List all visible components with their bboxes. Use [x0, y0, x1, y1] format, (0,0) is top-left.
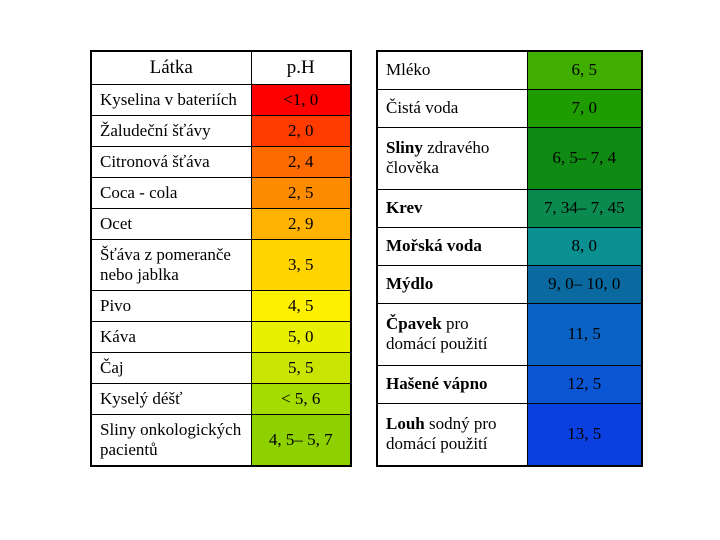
substance-cell: Mořská voda	[377, 227, 527, 265]
table-row: Káva5, 0	[91, 322, 351, 353]
table-row: Mýdlo9, 0– 10, 0	[377, 265, 642, 303]
ph-cell: 13, 5	[527, 403, 642, 466]
ph-cell: 7, 0	[527, 89, 642, 127]
table-row: Kyselina v bateriích<1, 0	[91, 85, 351, 116]
substance-cell: Citronová šťáva	[91, 147, 251, 178]
substance-cell: Čaj	[91, 353, 251, 384]
table-row: Žaludeční šťávy2, 0	[91, 116, 351, 147]
substance-cell: Sliny zdravého člověka	[377, 127, 527, 189]
ph-cell: 4, 5	[251, 291, 351, 322]
table-row: Mléko6, 5	[377, 51, 642, 89]
table-row: Čpavek pro domácí použití11, 5	[377, 303, 642, 365]
table-row: Pivo4, 5	[91, 291, 351, 322]
table-row: Hašené vápno12, 5	[377, 365, 642, 403]
substance-cell: Kyselina v bateriích	[91, 85, 251, 116]
table-row: Kyselý déšť< 5, 6	[91, 384, 351, 415]
substance-cell: Coca - cola	[91, 178, 251, 209]
ph-cell: 9, 0– 10, 0	[527, 265, 642, 303]
ph-cell: < 5, 6	[251, 384, 351, 415]
table-row: Citronová šťáva2, 4	[91, 147, 351, 178]
substance-cell: Čpavek pro domácí použití	[377, 303, 527, 365]
table-row: Šťáva z pomeranče nebo jablka3, 5	[91, 240, 351, 291]
substance-cell: Louh sodný pro domácí použití	[377, 403, 527, 466]
ph-cell: 2, 9	[251, 209, 351, 240]
ph-cell: 11, 5	[527, 303, 642, 365]
table-row: Čaj5, 5	[91, 353, 351, 384]
substance-cell: Kyselý déšť	[91, 384, 251, 415]
substance-cell: Káva	[91, 322, 251, 353]
header-ph: p.H	[251, 51, 351, 85]
table-row: Krev7, 34– 7, 45	[377, 190, 642, 228]
table-row: Mořská voda8, 0	[377, 227, 642, 265]
ph-acidic-table: Látkap.HKyselina v bateriích<1, 0Žaludeč…	[90, 50, 352, 467]
table-row: Sliny onkologických pacientů4, 5– 5, 7	[91, 415, 351, 467]
ph-cell: 8, 0	[527, 227, 642, 265]
ph-cell: 2, 0	[251, 116, 351, 147]
ph-cell: 3, 5	[251, 240, 351, 291]
substance-cell: Pivo	[91, 291, 251, 322]
ph-cell: 12, 5	[527, 365, 642, 403]
ph-cell: 2, 5	[251, 178, 351, 209]
ph-cell: 6, 5	[527, 51, 642, 89]
table-row: Coca - cola2, 5	[91, 178, 351, 209]
ph-cell: 2, 4	[251, 147, 351, 178]
table-row: Ocet2, 9	[91, 209, 351, 240]
ph-basic-table: Mléko6, 5Čistá voda7, 0Sliny zdravého čl…	[376, 50, 643, 467]
substance-cell: Žaludeční šťávy	[91, 116, 251, 147]
table-row: Čistá voda7, 0	[377, 89, 642, 127]
substance-cell: Mléko	[377, 51, 527, 89]
substance-cell: Krev	[377, 190, 527, 228]
table-row: Sliny zdravého člověka6, 5– 7, 4	[377, 127, 642, 189]
header-substance: Látka	[91, 51, 251, 85]
substance-cell: Čistá voda	[377, 89, 527, 127]
ph-cell: 5, 5	[251, 353, 351, 384]
ph-cell: <1, 0	[251, 85, 351, 116]
substance-cell: Sliny onkologických pacientů	[91, 415, 251, 467]
ph-cell: 6, 5– 7, 4	[527, 127, 642, 189]
substance-cell: Hašené vápno	[377, 365, 527, 403]
table-row: Louh sodný pro domácí použití13, 5	[377, 403, 642, 466]
ph-cell: 4, 5– 5, 7	[251, 415, 351, 467]
substance-cell: Ocet	[91, 209, 251, 240]
ph-cell: 5, 0	[251, 322, 351, 353]
substance-cell: Mýdlo	[377, 265, 527, 303]
substance-cell: Šťáva z pomeranče nebo jablka	[91, 240, 251, 291]
ph-cell: 7, 34– 7, 45	[527, 190, 642, 228]
